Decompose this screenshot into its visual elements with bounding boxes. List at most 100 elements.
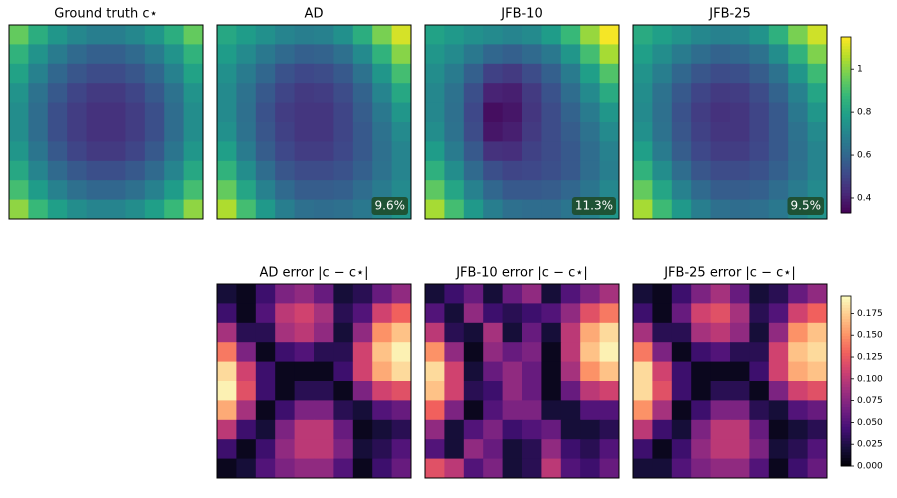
heatmap-cell — [372, 458, 393, 479]
heatmap-cell — [560, 180, 581, 201]
heatmap-cell — [425, 419, 445, 440]
heatmap-cell — [541, 303, 562, 324]
heatmap-cell — [391, 284, 412, 304]
colorbar-segment — [841, 92, 851, 97]
panel-title: JFB-10 error |c − c⋆| — [455, 266, 588, 281]
heatmap-cell — [671, 439, 692, 460]
heatmap-cell — [444, 284, 465, 304]
heatmap-cell — [483, 400, 504, 421]
colorbar-tick-label: 0.175 — [857, 309, 883, 319]
heatmap-cell — [391, 83, 412, 104]
heatmap-cell — [106, 102, 126, 123]
heatmap-cell — [652, 400, 673, 421]
heatmap-cell — [463, 322, 484, 343]
heatmap-cell — [633, 160, 653, 181]
heatmap-cell — [217, 199, 237, 220]
heatmap-cell — [502, 361, 523, 382]
heatmap-cell — [633, 361, 653, 382]
heatmap-cell — [463, 25, 484, 45]
heatmap-cell — [86, 141, 107, 162]
heatmap-cell — [560, 102, 581, 123]
heatmap-cell — [86, 102, 107, 123]
colorbar-tick-label: 0.000 — [857, 462, 883, 472]
heatmap-cell — [502, 122, 523, 142]
colorbar-segment — [841, 434, 851, 439]
heatmap-cell — [275, 83, 296, 104]
heatmap-cell — [333, 342, 354, 363]
heatmap-cell — [125, 25, 146, 45]
heatmap-cell — [730, 342, 750, 363]
heatmap-cell — [483, 199, 504, 220]
heatmap-cell — [86, 83, 107, 104]
heatmap-cell — [444, 25, 465, 45]
colorbar-segment — [841, 39, 851, 44]
heatmap-cell — [522, 400, 542, 421]
heatmap-cell — [236, 303, 257, 324]
heatmap-cell — [749, 400, 770, 421]
colorbar-segment — [841, 133, 851, 138]
heatmap-cell — [502, 83, 523, 104]
heatmap-cell — [633, 25, 653, 45]
heatmap-cell — [691, 458, 712, 479]
heatmap-cell — [463, 303, 484, 324]
heatmap-cell — [275, 439, 296, 460]
heatmap-cell — [372, 303, 393, 324]
heatmap-cell — [425, 102, 445, 123]
heatmap-cell — [314, 342, 334, 363]
heatmap-cell — [255, 25, 276, 45]
colorbar-tick-label: 0.6 — [857, 151, 872, 161]
heatmap-cell — [599, 381, 620, 401]
colorbar-segment — [841, 110, 851, 114]
heatmap-cell — [710, 303, 731, 324]
colorbar-segment — [841, 101, 851, 105]
heatmap-cell — [691, 160, 712, 181]
heatmap-cell — [710, 160, 731, 181]
heatmap-cell — [444, 458, 465, 479]
heatmap-cell — [560, 303, 581, 324]
colorbar-segment — [841, 57, 851, 61]
heatmap-cell — [67, 44, 88, 65]
panel-frame — [632, 283, 828, 479]
heatmap-cell — [807, 83, 828, 104]
heatmap-cell — [294, 303, 315, 324]
colorbar-segment — [841, 122, 851, 126]
colorbar-segment — [841, 330, 851, 334]
heatmap-cell — [106, 141, 126, 162]
heatmap-cell — [463, 419, 484, 440]
heatmap-cell — [671, 381, 692, 401]
heatmap-cell — [294, 342, 315, 363]
heatmap-cell — [164, 102, 185, 123]
colorbar-segment — [841, 372, 851, 376]
heatmap-cell — [352, 361, 373, 382]
heatmap-cell — [125, 63, 146, 84]
colorbar-segment — [841, 304, 851, 308]
heatmap-cell — [391, 63, 412, 84]
heatmap-cell — [236, 141, 257, 162]
heatmap-cell — [352, 342, 373, 363]
heatmap-cell — [671, 25, 692, 45]
heatmap-cell — [788, 44, 809, 65]
heatmap-cell — [580, 361, 601, 382]
heatmap-cell — [217, 83, 237, 104]
colorbar-segment — [841, 432, 851, 436]
heatmap-cell — [352, 419, 373, 440]
colorbar-segment — [841, 75, 851, 79]
heatmap-cell — [671, 141, 692, 162]
heatmap-cell — [580, 342, 601, 363]
heatmap-cell — [633, 180, 653, 201]
heatmap-cell — [255, 303, 276, 324]
heatmap-cell — [483, 141, 504, 162]
colorbar-segment — [841, 352, 851, 356]
colorbar-segment — [841, 107, 851, 111]
heatmap-cell — [372, 180, 393, 201]
heatmap-cell — [652, 25, 673, 45]
heatmap-cell — [372, 361, 393, 382]
colorbar-segment — [841, 174, 851, 179]
heatmap-cell — [710, 361, 731, 382]
heatmap-cell — [749, 439, 770, 460]
heatmap-cell — [691, 400, 712, 421]
heatmap-cell — [768, 199, 789, 220]
heatmap-cell — [372, 284, 393, 304]
colorbar-segment — [841, 423, 851, 427]
heatmap-cell — [502, 44, 523, 65]
